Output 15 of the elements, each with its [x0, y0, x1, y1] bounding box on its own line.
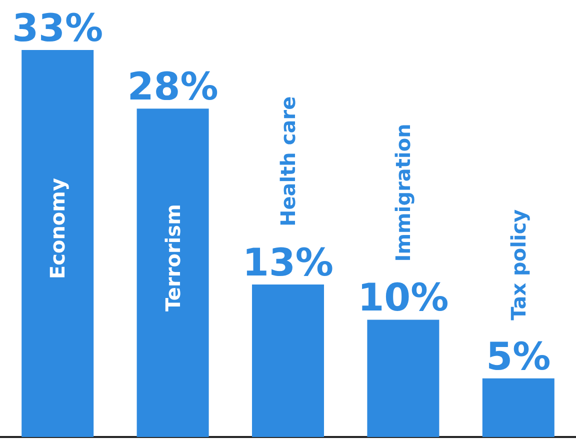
- bar: [22, 50, 94, 437]
- bar: [252, 284, 324, 437]
- bar: [136, 108, 209, 437]
- data-label: 5%: [486, 334, 551, 378]
- data-label: 13%: [242, 240, 334, 285]
- x-tick-label: Immigration: [391, 124, 416, 262]
- bar: [367, 320, 440, 437]
- x-tick-label: Terrorism: [160, 204, 185, 312]
- data-label: 33%: [12, 6, 104, 50]
- data-label: 28%: [127, 64, 218, 109]
- x-tick-label: Economy: [46, 178, 70, 280]
- x-tick-label: Health care: [276, 96, 300, 227]
- x-tick-label: Tax policy: [506, 209, 530, 320]
- data-label: 10%: [358, 276, 449, 320]
- bar: [482, 378, 554, 437]
